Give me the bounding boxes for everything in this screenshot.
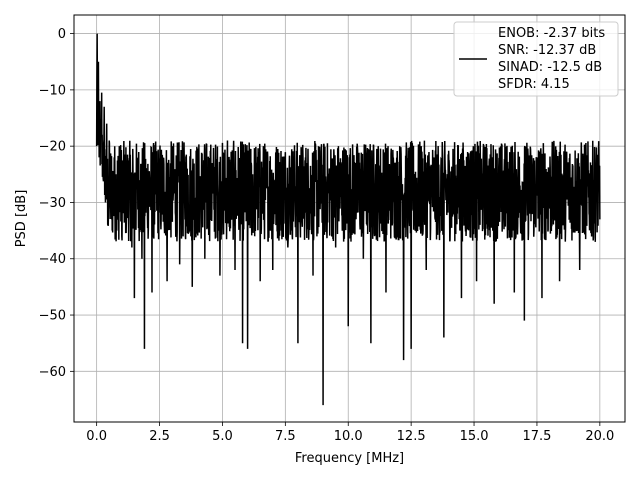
x-tick-label: 0.0	[86, 429, 107, 444]
legend: ENOB: -2.37 bits SNR: -12.37 dB SINAD: -…	[453, 21, 619, 97]
x-tick-label: 5.0	[212, 429, 233, 444]
y-axis-ticks: 0 −10 −20 −30 −40 −50 −60	[39, 27, 74, 380]
y-tick-label: −60	[39, 365, 66, 380]
x-tick-label: 10.0	[334, 429, 363, 444]
legend-entry-line-1: SNR: -12.37 dB	[498, 43, 596, 58]
x-axis-label: Frequency [MHz]	[295, 451, 404, 466]
y-tick-label: −40	[39, 252, 66, 267]
y-tick-label: −10	[39, 83, 66, 98]
y-tick-label: 0	[58, 27, 66, 42]
x-tick-label: 20.0	[585, 429, 614, 444]
legend-box	[453, 21, 619, 97]
y-axis-label: PSD [dB]	[14, 190, 29, 248]
x-tick-label: 2.5	[149, 429, 170, 444]
y-tick-label: −50	[39, 309, 66, 324]
legend-entry-line-2: SINAD: -12.5 dB	[498, 60, 602, 75]
plot-frame	[73, 14, 626, 423]
x-tick-label: 15.0	[460, 429, 489, 444]
y-tick-label: −30	[39, 196, 66, 211]
y-tick-label: −20	[39, 140, 66, 155]
plot-area	[95, 33, 601, 406]
series-line-psd	[95, 33, 601, 406]
x-tick-label: 7.5	[275, 429, 296, 444]
legend-entry-line-3: SFDR: 4.15	[498, 77, 570, 92]
x-tick-label: 12.5	[397, 429, 426, 444]
legend-entry-line-0: ENOB: -2.37 bits	[498, 26, 605, 41]
x-tick-label: 17.5	[522, 429, 551, 444]
x-axis-ticks: 0.0 2.5 5.0 7.5 10.0 12.5 15.0 17.5 20.0	[86, 422, 614, 444]
